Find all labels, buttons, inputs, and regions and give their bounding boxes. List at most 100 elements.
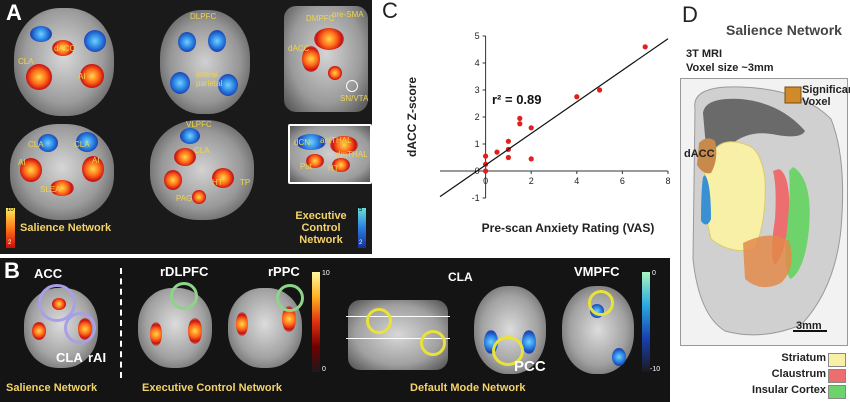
data-point	[494, 149, 500, 155]
panel-a-right: DMPFC pre-SMA dACC SN/VTA dCN antTHAL dm…	[272, 0, 372, 254]
panel-a: A dACC CLA AI DLPFC lateral parietal CLA…	[0, 0, 272, 254]
label-ht: HT	[328, 164, 339, 173]
label-cla: CLA	[194, 146, 210, 155]
label-dmthal: dmTHAL	[336, 150, 368, 159]
y-tick-label: 3	[475, 85, 480, 95]
activation-blob	[612, 348, 626, 366]
legend-swatch	[828, 369, 846, 383]
activation-blob	[38, 134, 58, 152]
activation-blob	[52, 40, 74, 56]
cool-scale-b-min: -10	[650, 366, 661, 373]
label-dacc: dACC	[54, 44, 76, 53]
b-title-executive: Executive Control Network	[142, 382, 282, 394]
mri-line1: 3T MRI	[686, 48, 723, 60]
dacc-voxels	[697, 138, 717, 174]
roi-circle-rdlpfc	[170, 282, 198, 310]
label-put: Put	[300, 162, 313, 171]
label-cla: CLA	[56, 350, 83, 365]
label-ai: AI	[18, 158, 26, 167]
label-cla: CLA	[448, 270, 473, 284]
legend-label: Claustrum	[771, 368, 826, 380]
activation-blob	[170, 72, 190, 94]
hot-scale-max: 10	[7, 207, 14, 213]
data-point	[517, 115, 523, 121]
data-point	[574, 94, 580, 100]
cool-scale-b-max: 0	[652, 270, 656, 277]
legend-label: Insular Cortex	[752, 384, 826, 396]
label-pag: PAG	[176, 194, 193, 203]
label-cla: CLA	[74, 140, 90, 149]
brain-slice-axial-1	[160, 10, 250, 114]
activation-blob	[178, 32, 196, 52]
hot-colorbar	[6, 208, 15, 248]
regression-line	[439, 38, 669, 198]
activation-blob	[212, 168, 234, 188]
activation-blob	[302, 46, 320, 72]
dacc-label: dACC	[684, 148, 715, 160]
brain-slice-sagittal-1	[284, 6, 368, 112]
label-tp: TP	[240, 178, 251, 187]
hot-colorbar-b	[312, 272, 320, 372]
x-tick-label: 0	[483, 176, 488, 186]
legend-row: Striatum	[744, 352, 848, 368]
label-dcn: dCN	[294, 138, 311, 147]
activation-blob	[76, 132, 98, 152]
activation-blob	[328, 66, 342, 80]
y-axis-label: dACC Z-score	[405, 77, 419, 157]
label-antthal: antTHAL	[320, 136, 352, 145]
data-point	[528, 125, 534, 131]
scatter-chart: -101234502468 dACC Z-score Pre-scan Anxi…	[405, 31, 671, 235]
panel-c: C -101234502468 dACC Z-score Pre-scan An…	[372, 0, 672, 254]
ventricle	[701, 175, 711, 225]
divider-dashed	[120, 268, 122, 378]
brain-slice-axial-2	[150, 120, 254, 220]
activation-blob	[30, 26, 52, 42]
label-rai: rAI	[88, 350, 107, 365]
brain-slice-zoom	[288, 124, 372, 184]
data-point	[483, 153, 489, 159]
activation-blob	[218, 74, 238, 96]
activation-blob	[296, 134, 326, 150]
label-slea: SLEA	[40, 185, 61, 194]
roi-circle-rppc	[276, 284, 304, 312]
activation-blob	[50, 180, 74, 196]
legend-swatch	[828, 385, 846, 399]
data-point	[505, 138, 511, 144]
executive-control-title: Executive Control Network	[295, 210, 347, 246]
brain-diagram-frame	[680, 78, 848, 346]
label-cla: CLA	[18, 57, 34, 66]
panel-c-letter: C	[382, 0, 398, 23]
activation-blob	[314, 28, 344, 50]
activation-blob	[208, 30, 226, 52]
insular-cortex-region	[785, 167, 810, 279]
activation-blob	[330, 136, 358, 154]
panel-d: D Salience Network 3T MRI Voxel size ~3m…	[672, 0, 850, 402]
label-rdlpfc: rDLPFC	[160, 264, 209, 279]
label-sn-vta: SN/VTA	[340, 94, 369, 103]
activation-blob	[84, 30, 106, 52]
activation-blob	[522, 330, 536, 354]
roi-circle-mpfc	[366, 308, 392, 334]
legend-swatch	[828, 353, 846, 367]
activation-blob	[150, 322, 162, 346]
activation-blob	[282, 306, 296, 332]
x-tick-label: 6	[620, 176, 625, 186]
salience-network-title: Salience Network	[20, 222, 112, 234]
legend: Striatum Claustrum Insular Cortex	[744, 352, 848, 400]
activation-blob	[32, 322, 46, 340]
label-pcc: PCC	[514, 358, 546, 375]
x-tick-label: 2	[529, 176, 534, 186]
activation-blob	[26, 64, 52, 90]
label-ht: HT	[212, 178, 223, 187]
cool-scale-min: 2	[359, 240, 363, 246]
y-tick-label: -1	[472, 193, 480, 203]
mri-line2: Voxel size ~3mm	[686, 62, 774, 74]
roi-circle-acc	[38, 284, 76, 322]
legend-row: Insular Cortex	[744, 384, 848, 400]
slice-line	[346, 338, 450, 339]
roi-circle-vmpfc	[588, 290, 614, 316]
y-tick-label: 1	[475, 139, 480, 149]
significant-voxel-label: Significant Voxel	[802, 84, 850, 108]
legend-label: Striatum	[781, 352, 826, 364]
label-acc: ACC	[34, 266, 63, 281]
